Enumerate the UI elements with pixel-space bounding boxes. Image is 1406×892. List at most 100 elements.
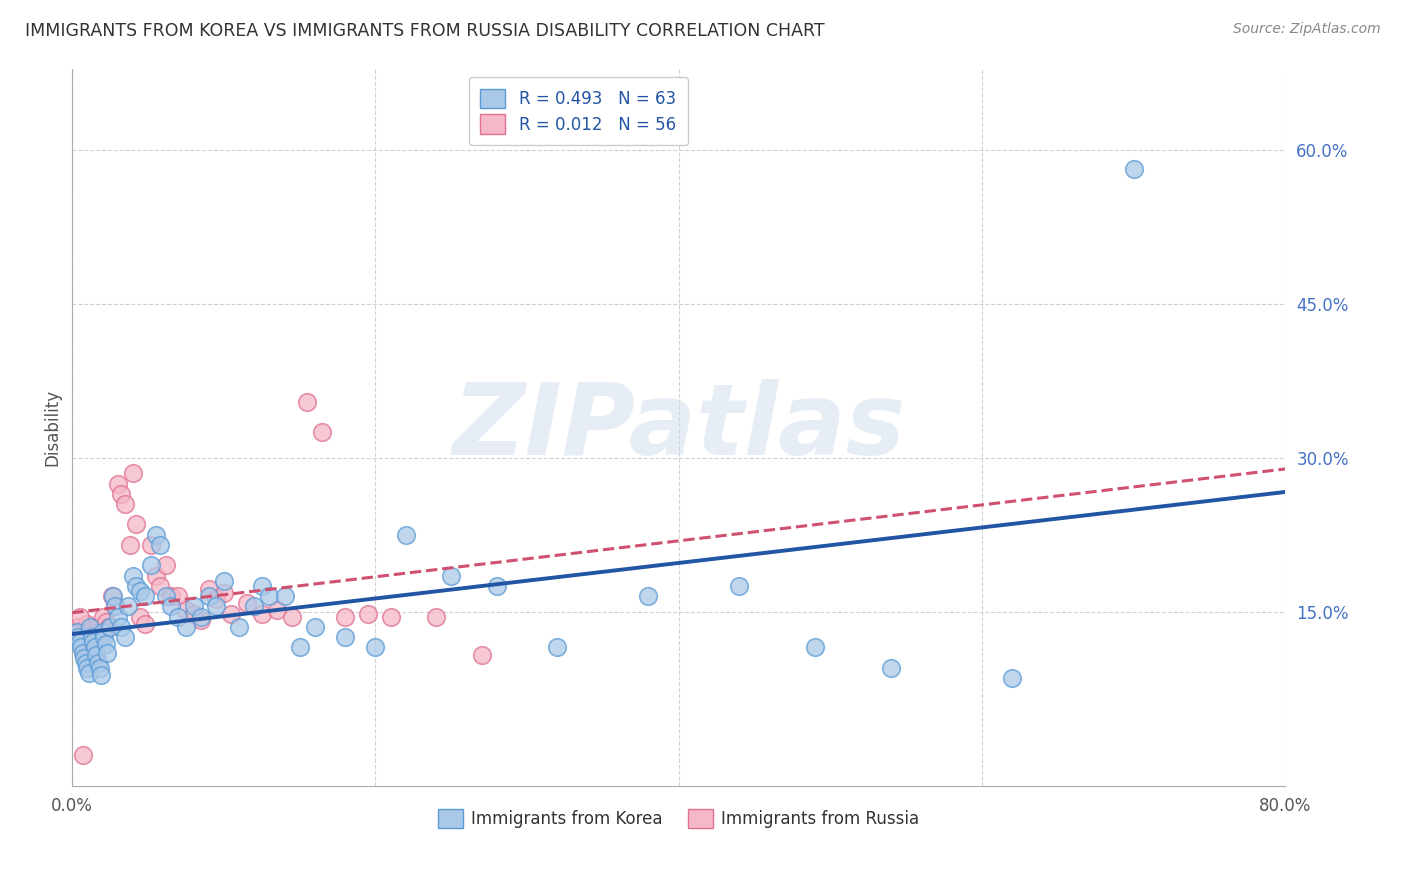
Point bbox=[69, 635, 91, 649]
Point bbox=[425, 609, 447, 624]
Point bbox=[139, 538, 162, 552]
Point bbox=[84, 640, 107, 655]
Point bbox=[80, 630, 103, 644]
Point bbox=[804, 640, 827, 655]
Point bbox=[73, 646, 96, 660]
Point bbox=[89, 661, 111, 675]
Point bbox=[197, 589, 219, 603]
Point bbox=[66, 620, 89, 634]
Point bbox=[221, 607, 243, 621]
Point bbox=[155, 558, 177, 573]
Point bbox=[297, 394, 319, 409]
Point bbox=[190, 609, 212, 624]
Point bbox=[250, 607, 273, 621]
Point bbox=[159, 599, 181, 614]
Point bbox=[76, 661, 98, 675]
Point bbox=[91, 609, 114, 624]
Point bbox=[145, 527, 167, 541]
Point bbox=[72, 640, 94, 655]
Point bbox=[84, 643, 107, 657]
Point bbox=[75, 656, 97, 670]
Point bbox=[129, 609, 152, 624]
Point bbox=[93, 630, 115, 644]
Point bbox=[86, 648, 108, 662]
Point bbox=[728, 579, 751, 593]
Point bbox=[70, 635, 93, 649]
Point bbox=[183, 599, 205, 614]
Point bbox=[197, 582, 219, 596]
Point bbox=[212, 586, 235, 600]
Point bbox=[118, 538, 141, 552]
Point bbox=[94, 615, 117, 629]
Point bbox=[333, 630, 356, 644]
Point bbox=[122, 568, 145, 582]
Point bbox=[281, 609, 304, 624]
Point bbox=[66, 625, 89, 640]
Point bbox=[149, 579, 172, 593]
Point bbox=[117, 599, 139, 614]
Point bbox=[190, 613, 212, 627]
Point bbox=[167, 609, 190, 624]
Point bbox=[266, 602, 288, 616]
Point bbox=[235, 596, 257, 610]
Point bbox=[228, 620, 250, 634]
Point bbox=[145, 568, 167, 582]
Text: IMMIGRANTS FROM KOREA VS IMMIGRANTS FROM RUSSIA DISABILITY CORRELATION CHART: IMMIGRANTS FROM KOREA VS IMMIGRANTS FROM… bbox=[25, 22, 825, 40]
Point bbox=[67, 630, 90, 644]
Point bbox=[107, 609, 129, 624]
Point bbox=[183, 607, 205, 621]
Point bbox=[471, 648, 494, 662]
Point bbox=[129, 584, 152, 599]
Point bbox=[104, 599, 127, 614]
Point bbox=[70, 640, 93, 655]
Point bbox=[87, 656, 110, 670]
Point bbox=[69, 609, 91, 624]
Point bbox=[90, 630, 112, 644]
Point bbox=[395, 527, 418, 541]
Point bbox=[880, 661, 903, 675]
Point bbox=[87, 620, 110, 634]
Point bbox=[80, 633, 103, 648]
Point bbox=[82, 635, 104, 649]
Point bbox=[76, 616, 98, 631]
Point bbox=[72, 747, 94, 762]
Point bbox=[155, 589, 177, 603]
Point bbox=[1122, 161, 1144, 176]
Point bbox=[637, 589, 659, 603]
Point bbox=[72, 646, 94, 660]
Point bbox=[82, 637, 104, 651]
Point bbox=[440, 568, 463, 582]
Point bbox=[333, 609, 356, 624]
Point bbox=[134, 616, 156, 631]
Point bbox=[110, 487, 132, 501]
Legend: Immigrants from Korea, Immigrants from Russia: Immigrants from Korea, Immigrants from R… bbox=[432, 802, 927, 835]
Point bbox=[288, 640, 311, 655]
Point bbox=[212, 574, 235, 588]
Point bbox=[73, 650, 96, 665]
Point bbox=[79, 620, 101, 634]
Text: ZIPatlas: ZIPatlas bbox=[453, 378, 905, 475]
Point bbox=[273, 589, 295, 603]
Point bbox=[304, 620, 326, 634]
Point bbox=[357, 607, 380, 621]
Point bbox=[96, 646, 118, 660]
Point bbox=[89, 625, 111, 640]
Point bbox=[67, 625, 90, 640]
Point bbox=[167, 589, 190, 603]
Point bbox=[107, 476, 129, 491]
Point bbox=[1001, 671, 1024, 685]
Point bbox=[139, 558, 162, 573]
Point bbox=[243, 599, 266, 614]
Point bbox=[69, 630, 91, 644]
Point bbox=[90, 668, 112, 682]
Point bbox=[250, 579, 273, 593]
Point bbox=[485, 579, 508, 593]
Point bbox=[79, 627, 101, 641]
Y-axis label: Disability: Disability bbox=[44, 389, 60, 466]
Point bbox=[86, 648, 108, 662]
Point bbox=[94, 637, 117, 651]
Point bbox=[122, 467, 145, 481]
Point bbox=[364, 640, 387, 655]
Point bbox=[380, 609, 402, 624]
Point bbox=[159, 589, 181, 603]
